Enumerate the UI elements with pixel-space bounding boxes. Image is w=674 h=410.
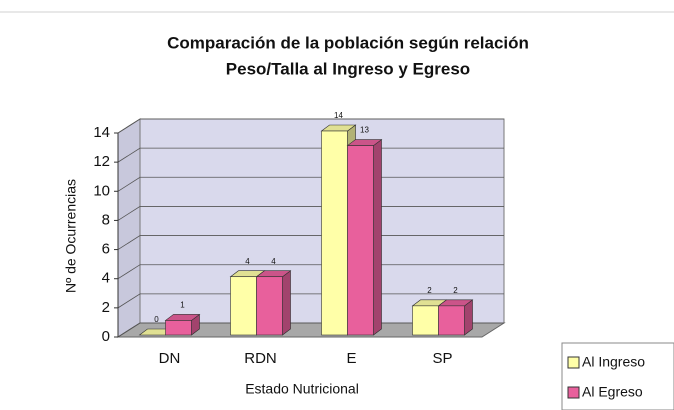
chart-title: Peso/Talla al Ingreso y Egreso [226, 59, 470, 78]
bar [164, 313, 201, 336]
data-label: 4 [271, 257, 276, 266]
bar-front [165, 320, 192, 336]
bar-top-shade [347, 139, 382, 146]
bar-top-shade [230, 270, 265, 277]
data-label: 14 [334, 111, 343, 120]
legend-swatch [567, 356, 580, 369]
grid-line [117, 235, 504, 250]
data-label: 2 [427, 286, 432, 295]
data-label: 0 [154, 315, 159, 324]
x-axis-label: Estado Nutricional [245, 381, 359, 397]
grid-line [117, 118, 504, 134]
bar-front [438, 305, 465, 336]
data-label: 2 [453, 286, 458, 295]
bar [346, 138, 383, 336]
bar-top-shade [321, 125, 356, 131]
data-label: 13 [360, 126, 369, 135]
legend-box [561, 342, 674, 410]
bar-front [230, 276, 257, 336]
y-tick-label: 10 [93, 182, 110, 199]
grid-line [117, 147, 504, 163]
x-tick-label: RDN [244, 350, 277, 367]
bar [255, 270, 292, 336]
y-tick-label: 12 [93, 153, 110, 170]
y-tick-label: 0 [102, 328, 110, 345]
bar-side-shade [191, 314, 200, 335]
chart-title: Comparación de la población según relaci… [167, 33, 529, 52]
legend-label: Al Egreso [582, 384, 643, 400]
bar [437, 299, 474, 336]
x-tick-label: DN [159, 350, 181, 367]
grid-line [117, 264, 504, 280]
bar-top-shade [139, 329, 174, 335]
legend-label: Al Ingreso [582, 354, 645, 370]
x-tick-label: E [346, 350, 356, 367]
legend-swatch [567, 386, 580, 399]
grid-line [117, 206, 504, 221]
y-tick-label: 14 [93, 124, 110, 141]
y-tick-label: 4 [102, 270, 110, 287]
bar-side-shade [464, 299, 473, 335]
y-tick-label: 2 [102, 299, 110, 316]
bar-top-shade [412, 299, 447, 306]
bar-front [347, 145, 374, 336]
data-label: 1 [180, 301, 185, 310]
y-axis-label: Nº de Ocurrencias [63, 179, 79, 293]
bar-top-shade [256, 270, 291, 277]
bar-side-shade [373, 139, 382, 335]
grid-line [117, 293, 504, 309]
grid-line [117, 176, 504, 192]
grid-line [117, 322, 504, 338]
side-wall [117, 118, 141, 338]
bar-side-shade [282, 270, 291, 335]
data-label: 4 [245, 257, 250, 266]
y-tick-label: 8 [102, 211, 110, 228]
bar-front [321, 130, 348, 336]
x-tick-label: SP [432, 350, 452, 367]
bar-top-shade [165, 314, 200, 321]
y-tick-label: 6 [102, 241, 110, 258]
bar-front [256, 276, 283, 336]
bar-top-shade [438, 299, 473, 306]
bar-front [412, 305, 439, 336]
